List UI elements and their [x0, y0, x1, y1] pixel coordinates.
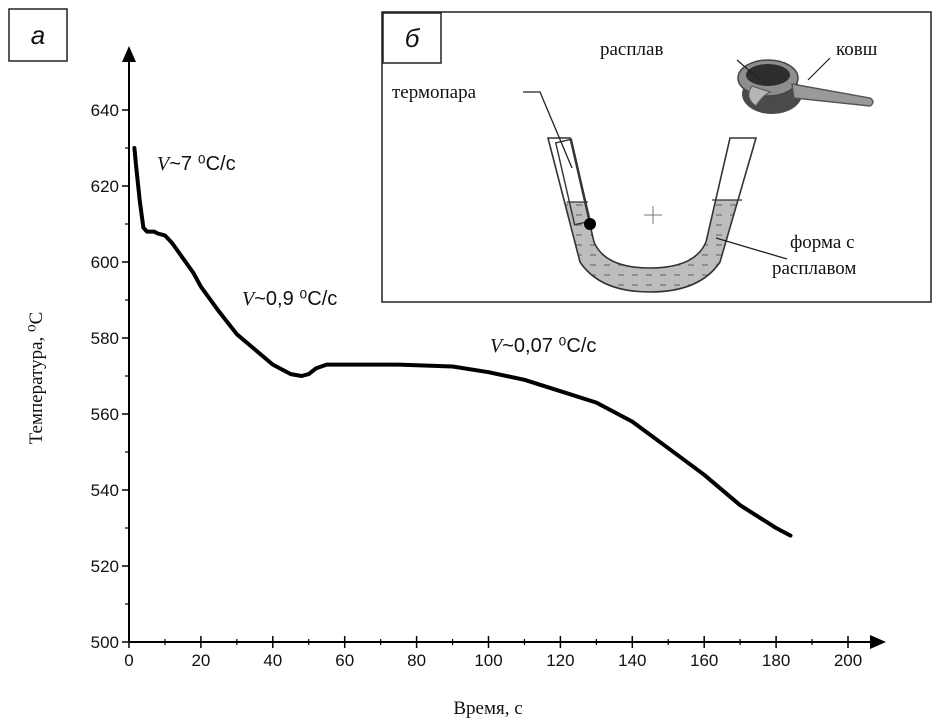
y-axis-arrow [122, 46, 136, 62]
axes [122, 46, 886, 649]
panel-a-label: а [31, 20, 45, 50]
ladle-leader [807, 57, 831, 81]
panel-b-label: б [405, 23, 421, 53]
rate-annotation-1-v: V [157, 153, 172, 175]
y-tick-label: 520 [91, 557, 119, 576]
rate-annotation-1: V~7 ⁰C/c [157, 153, 236, 175]
x-tick-label: 40 [263, 651, 282, 670]
melt-label: расплав [600, 39, 663, 60]
x-tick-label: 140 [618, 651, 646, 670]
mold-leader [715, 237, 788, 260]
ladle-bowl-inner [746, 64, 790, 86]
rate-annotation-2: V~0,9 ⁰C/c [242, 288, 337, 310]
y-tick-label: 560 [91, 405, 119, 424]
rate-annotation-3: V~0,07 ⁰C/c [490, 335, 596, 357]
ladle-handle [791, 83, 874, 107]
thermocouple-leader [523, 91, 573, 169]
x-tick-label: 160 [690, 651, 718, 670]
x-axis-arrow [870, 635, 886, 649]
x-tick-label: 180 [762, 651, 790, 670]
ladle-spout [748, 85, 772, 107]
thermocouple-tube [554, 138, 592, 226]
inset-panel-b: б [381, 11, 932, 303]
x-tick-label: 200 [834, 651, 862, 670]
mold-label-line1: форма с [790, 232, 855, 253]
y-tick-label: 500 [91, 633, 119, 652]
ladle-illustration [736, 57, 874, 114]
x-tick-label: 60 [335, 651, 354, 670]
melt-leader [736, 59, 761, 81]
panel-a-label-box [8, 8, 68, 62]
svg-text:V~0,9 ⁰C/c: V~0,9 ⁰C/c [242, 288, 337, 310]
rate-annotation-3-text: ~0,07 ⁰C/c [502, 335, 596, 357]
rate-annotation-2-text: ~0,9 ⁰C/c [254, 288, 337, 310]
ladle-label: ковш [836, 39, 878, 60]
rate-annotation-3-v: V [490, 335, 505, 357]
y-tick-label: 580 [91, 329, 119, 348]
rate-annotation-1-text: ~7 ⁰C/c [169, 153, 235, 175]
y-tick-label: 600 [91, 253, 119, 272]
x-axis-title: Время, с [453, 698, 522, 719]
svg-text:V~0,07 ⁰C/c: V~0,07 ⁰C/c [490, 335, 596, 357]
y-axis-title: Температура, ⁰С [26, 312, 47, 445]
x-axis-ticks: 0 20 40 60 80 100 120 140 160 180 200 [124, 636, 862, 670]
thermocouple-label: термопара [392, 82, 477, 103]
y-tick-label: 640 [91, 101, 119, 120]
x-tick-label: 0 [124, 651, 133, 670]
mold-outline [546, 137, 758, 293]
svg-text:V~7 ⁰C/c: V~7 ⁰C/c [157, 153, 236, 175]
x-tick-label: 80 [407, 651, 426, 670]
x-tick-label: 120 [546, 651, 574, 670]
thermocouple-tip [584, 218, 596, 230]
y-tick-label: 620 [91, 177, 119, 196]
y-tick-label: 540 [91, 481, 119, 500]
x-tick-label: 100 [474, 651, 502, 670]
mold-label-line2: расплавом [772, 258, 856, 279]
y-axis-ticks: 500 520 540 560 580 600 620 640 [91, 101, 129, 652]
inset-frame [381, 11, 932, 303]
temperature-curve [132, 146, 793, 538]
rate-annotation-2-v: V [242, 288, 257, 310]
x-tick-label: 20 [191, 651, 210, 670]
panel-b-label-box [382, 12, 442, 64]
